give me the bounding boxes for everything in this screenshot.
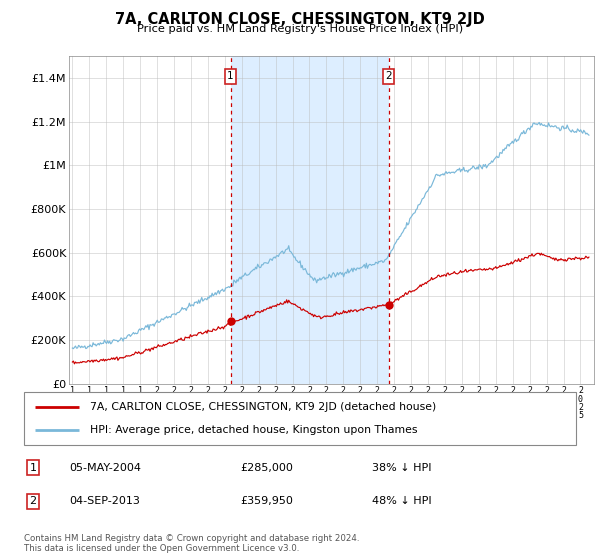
- Text: 48% ↓ HPI: 48% ↓ HPI: [372, 496, 431, 506]
- Text: £285,000: £285,000: [240, 463, 293, 473]
- Text: 7A, CARLTON CLOSE, CHESSINGTON, KT9 2JD (detached house): 7A, CARLTON CLOSE, CHESSINGTON, KT9 2JD …: [90, 402, 436, 412]
- Text: 1: 1: [227, 71, 234, 81]
- Bar: [230, 56, 389, 384]
- Text: Price paid vs. HM Land Registry's House Price Index (HPI): Price paid vs. HM Land Registry's House …: [137, 24, 463, 34]
- Text: 1: 1: [29, 463, 37, 473]
- Text: £359,950: £359,950: [240, 496, 293, 506]
- Text: HPI: Average price, detached house, Kingston upon Thames: HPI: Average price, detached house, King…: [90, 425, 418, 435]
- Text: 38% ↓ HPI: 38% ↓ HPI: [372, 463, 431, 473]
- Text: 05-MAY-2004: 05-MAY-2004: [69, 463, 141, 473]
- FancyBboxPatch shape: [24, 392, 576, 445]
- Text: Contains HM Land Registry data © Crown copyright and database right 2024.
This d: Contains HM Land Registry data © Crown c…: [24, 534, 359, 553]
- Text: 2: 2: [385, 71, 392, 81]
- Text: 7A, CARLTON CLOSE, CHESSINGTON, KT9 2JD: 7A, CARLTON CLOSE, CHESSINGTON, KT9 2JD: [115, 12, 485, 27]
- Text: 04-SEP-2013: 04-SEP-2013: [69, 496, 140, 506]
- Text: 2: 2: [29, 496, 37, 506]
